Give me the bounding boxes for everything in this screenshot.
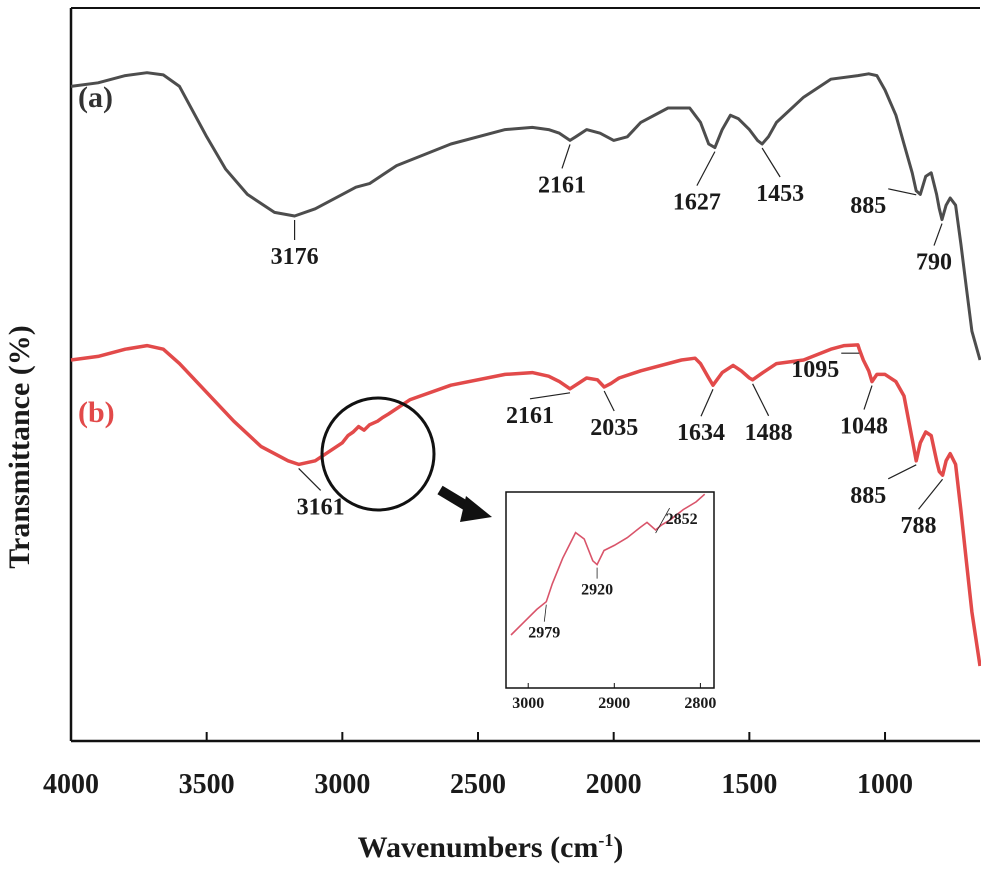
x-axis-label-sup: -1 xyxy=(598,830,614,850)
series-line-a xyxy=(70,71,981,361)
inset-peak-label: 2852 xyxy=(666,511,698,528)
zoom-highlight xyxy=(320,396,492,522)
annotation-leader xyxy=(863,385,873,410)
x-tick-label: 2000 xyxy=(586,769,642,800)
inset-peak-label: 2979 xyxy=(528,625,560,642)
annotation-leader xyxy=(888,188,917,196)
series-label-b: (b) xyxy=(78,396,115,429)
x-tick-label: 1000 xyxy=(857,769,913,800)
inset-tick-label: 3000 xyxy=(512,695,544,712)
peak-label: 1048 xyxy=(840,414,888,440)
highlight-circle xyxy=(320,396,436,512)
peak-label: 885 xyxy=(850,483,886,509)
inset-tick-label: 2900 xyxy=(598,695,630,712)
x-tick-label: 1500 xyxy=(721,769,777,800)
annotation-leader xyxy=(298,467,322,491)
inset-tick-label: 2800 xyxy=(684,695,716,712)
inset-peak-label: 2920 xyxy=(581,582,613,599)
annotation-leader xyxy=(529,392,571,400)
peak-label: 885 xyxy=(850,193,886,219)
chart-axes xyxy=(69,7,980,743)
x-axis-label-close: ) xyxy=(613,831,624,864)
y-axis-label: Transmittance (%) xyxy=(3,325,36,569)
series-label-a: (a) xyxy=(78,81,113,114)
annotation-leader xyxy=(696,151,716,186)
peak-label: 2161 xyxy=(538,172,586,198)
peak-label: 790 xyxy=(916,250,952,276)
inset-series-line xyxy=(510,493,706,636)
x-axis-label: Wavenumbers (cm-1) xyxy=(0,830,981,865)
x-tick-label: 4000 xyxy=(43,769,99,800)
annotation-leader xyxy=(700,388,714,417)
inset-annotation-leader xyxy=(655,507,670,534)
annotation-leader xyxy=(933,223,943,246)
peak-label: 3176 xyxy=(271,244,319,270)
peak-label: 788 xyxy=(901,513,937,539)
x-axis-label-main: Wavenumbers (cm xyxy=(357,831,599,864)
annotation-leader xyxy=(887,464,917,480)
inset-annotation-leader xyxy=(543,604,547,622)
inset-frame xyxy=(505,491,715,689)
annotation-leader xyxy=(761,147,781,178)
x-tick-label: 2500 xyxy=(450,769,506,800)
arrow-head xyxy=(460,496,492,522)
chart-series-group xyxy=(70,71,981,667)
peak-label: 1627 xyxy=(673,190,721,216)
x-tick-label: 3000 xyxy=(314,769,370,800)
peak-label: 1488 xyxy=(745,420,793,446)
peak-label: 2161 xyxy=(506,403,554,429)
series-labels: (a) (b) xyxy=(78,81,115,429)
annotation-leader xyxy=(561,144,571,169)
series-line-b xyxy=(70,343,981,667)
peak-annotations: 3176 2161 1627 1453 885 790 3161 2161 2035 1634 14… xyxy=(271,144,952,539)
peak-label: 1634 xyxy=(677,420,725,446)
annotation-leader xyxy=(603,390,615,412)
x-tick-label: 3500 xyxy=(179,769,235,800)
inset-chart: 3000 2900 2800 2979 2920 2852 xyxy=(505,491,716,712)
peak-label: 1095 xyxy=(791,357,839,383)
peak-label: 1453 xyxy=(756,181,804,207)
x-tick-labels: 4000 3500 3000 2500 2000 1500 1000 xyxy=(43,769,913,800)
annotation-leader xyxy=(918,478,944,510)
peak-label: 2035 xyxy=(590,415,638,441)
peak-label: 3161 xyxy=(297,494,345,520)
annotation-leader xyxy=(752,383,770,417)
